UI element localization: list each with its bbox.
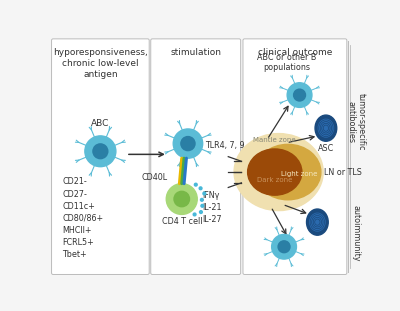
Circle shape [174, 191, 190, 207]
FancyBboxPatch shape [52, 39, 149, 275]
Circle shape [85, 136, 116, 167]
Circle shape [201, 204, 204, 207]
Circle shape [200, 198, 203, 201]
Circle shape [194, 183, 197, 186]
Circle shape [181, 137, 195, 151]
Text: IFNγ
IL-21
IL-27: IFNγ IL-21 IL-27 [203, 191, 222, 224]
Ellipse shape [318, 119, 334, 137]
Text: tumor-specific
antibodies: tumor-specific antibodies [346, 93, 366, 151]
Circle shape [278, 241, 290, 253]
Text: Dark zone: Dark zone [257, 177, 292, 183]
Ellipse shape [310, 213, 325, 231]
Text: CD4 T cell: CD4 T cell [162, 217, 202, 226]
Text: hyporesponsiveness,
chronic low-level
antigen: hyporesponsiveness, chronic low-level an… [53, 48, 148, 79]
Text: ABC or other B
populations: ABC or other B populations [257, 53, 316, 72]
FancyBboxPatch shape [243, 39, 347, 275]
Text: Light zone: Light zone [280, 171, 317, 177]
FancyBboxPatch shape [151, 39, 241, 275]
Circle shape [199, 187, 202, 190]
Ellipse shape [234, 133, 323, 211]
Ellipse shape [306, 209, 328, 235]
Text: TLR4, 7, 9: TLR4, 7, 9 [205, 141, 245, 150]
Circle shape [193, 213, 196, 216]
Circle shape [93, 144, 108, 159]
Circle shape [203, 192, 206, 195]
Circle shape [166, 183, 197, 214]
Text: LN or TLS: LN or TLS [324, 168, 362, 177]
Text: CD21-
CD27-
CD11c+
CD80/86+
MHCII+
FCRL5+
Tbet+: CD21- CD27- CD11c+ CD80/86+ MHCII+ FCRL5… [62, 178, 104, 259]
Text: ASC: ASC [318, 144, 334, 153]
Circle shape [294, 89, 306, 101]
Text: ABC: ABC [91, 119, 110, 128]
Circle shape [200, 211, 202, 213]
Circle shape [173, 129, 203, 158]
Ellipse shape [255, 144, 321, 200]
Text: clinical outcome: clinical outcome [258, 48, 332, 57]
Circle shape [287, 83, 312, 107]
Ellipse shape [248, 149, 302, 195]
Text: CD40L: CD40L [142, 173, 168, 182]
Circle shape [272, 234, 296, 259]
Ellipse shape [315, 115, 337, 141]
Text: autoimmunity: autoimmunity [352, 206, 361, 262]
Text: Mantle zone: Mantle zone [254, 137, 296, 143]
Text: stimulation: stimulation [170, 48, 221, 57]
